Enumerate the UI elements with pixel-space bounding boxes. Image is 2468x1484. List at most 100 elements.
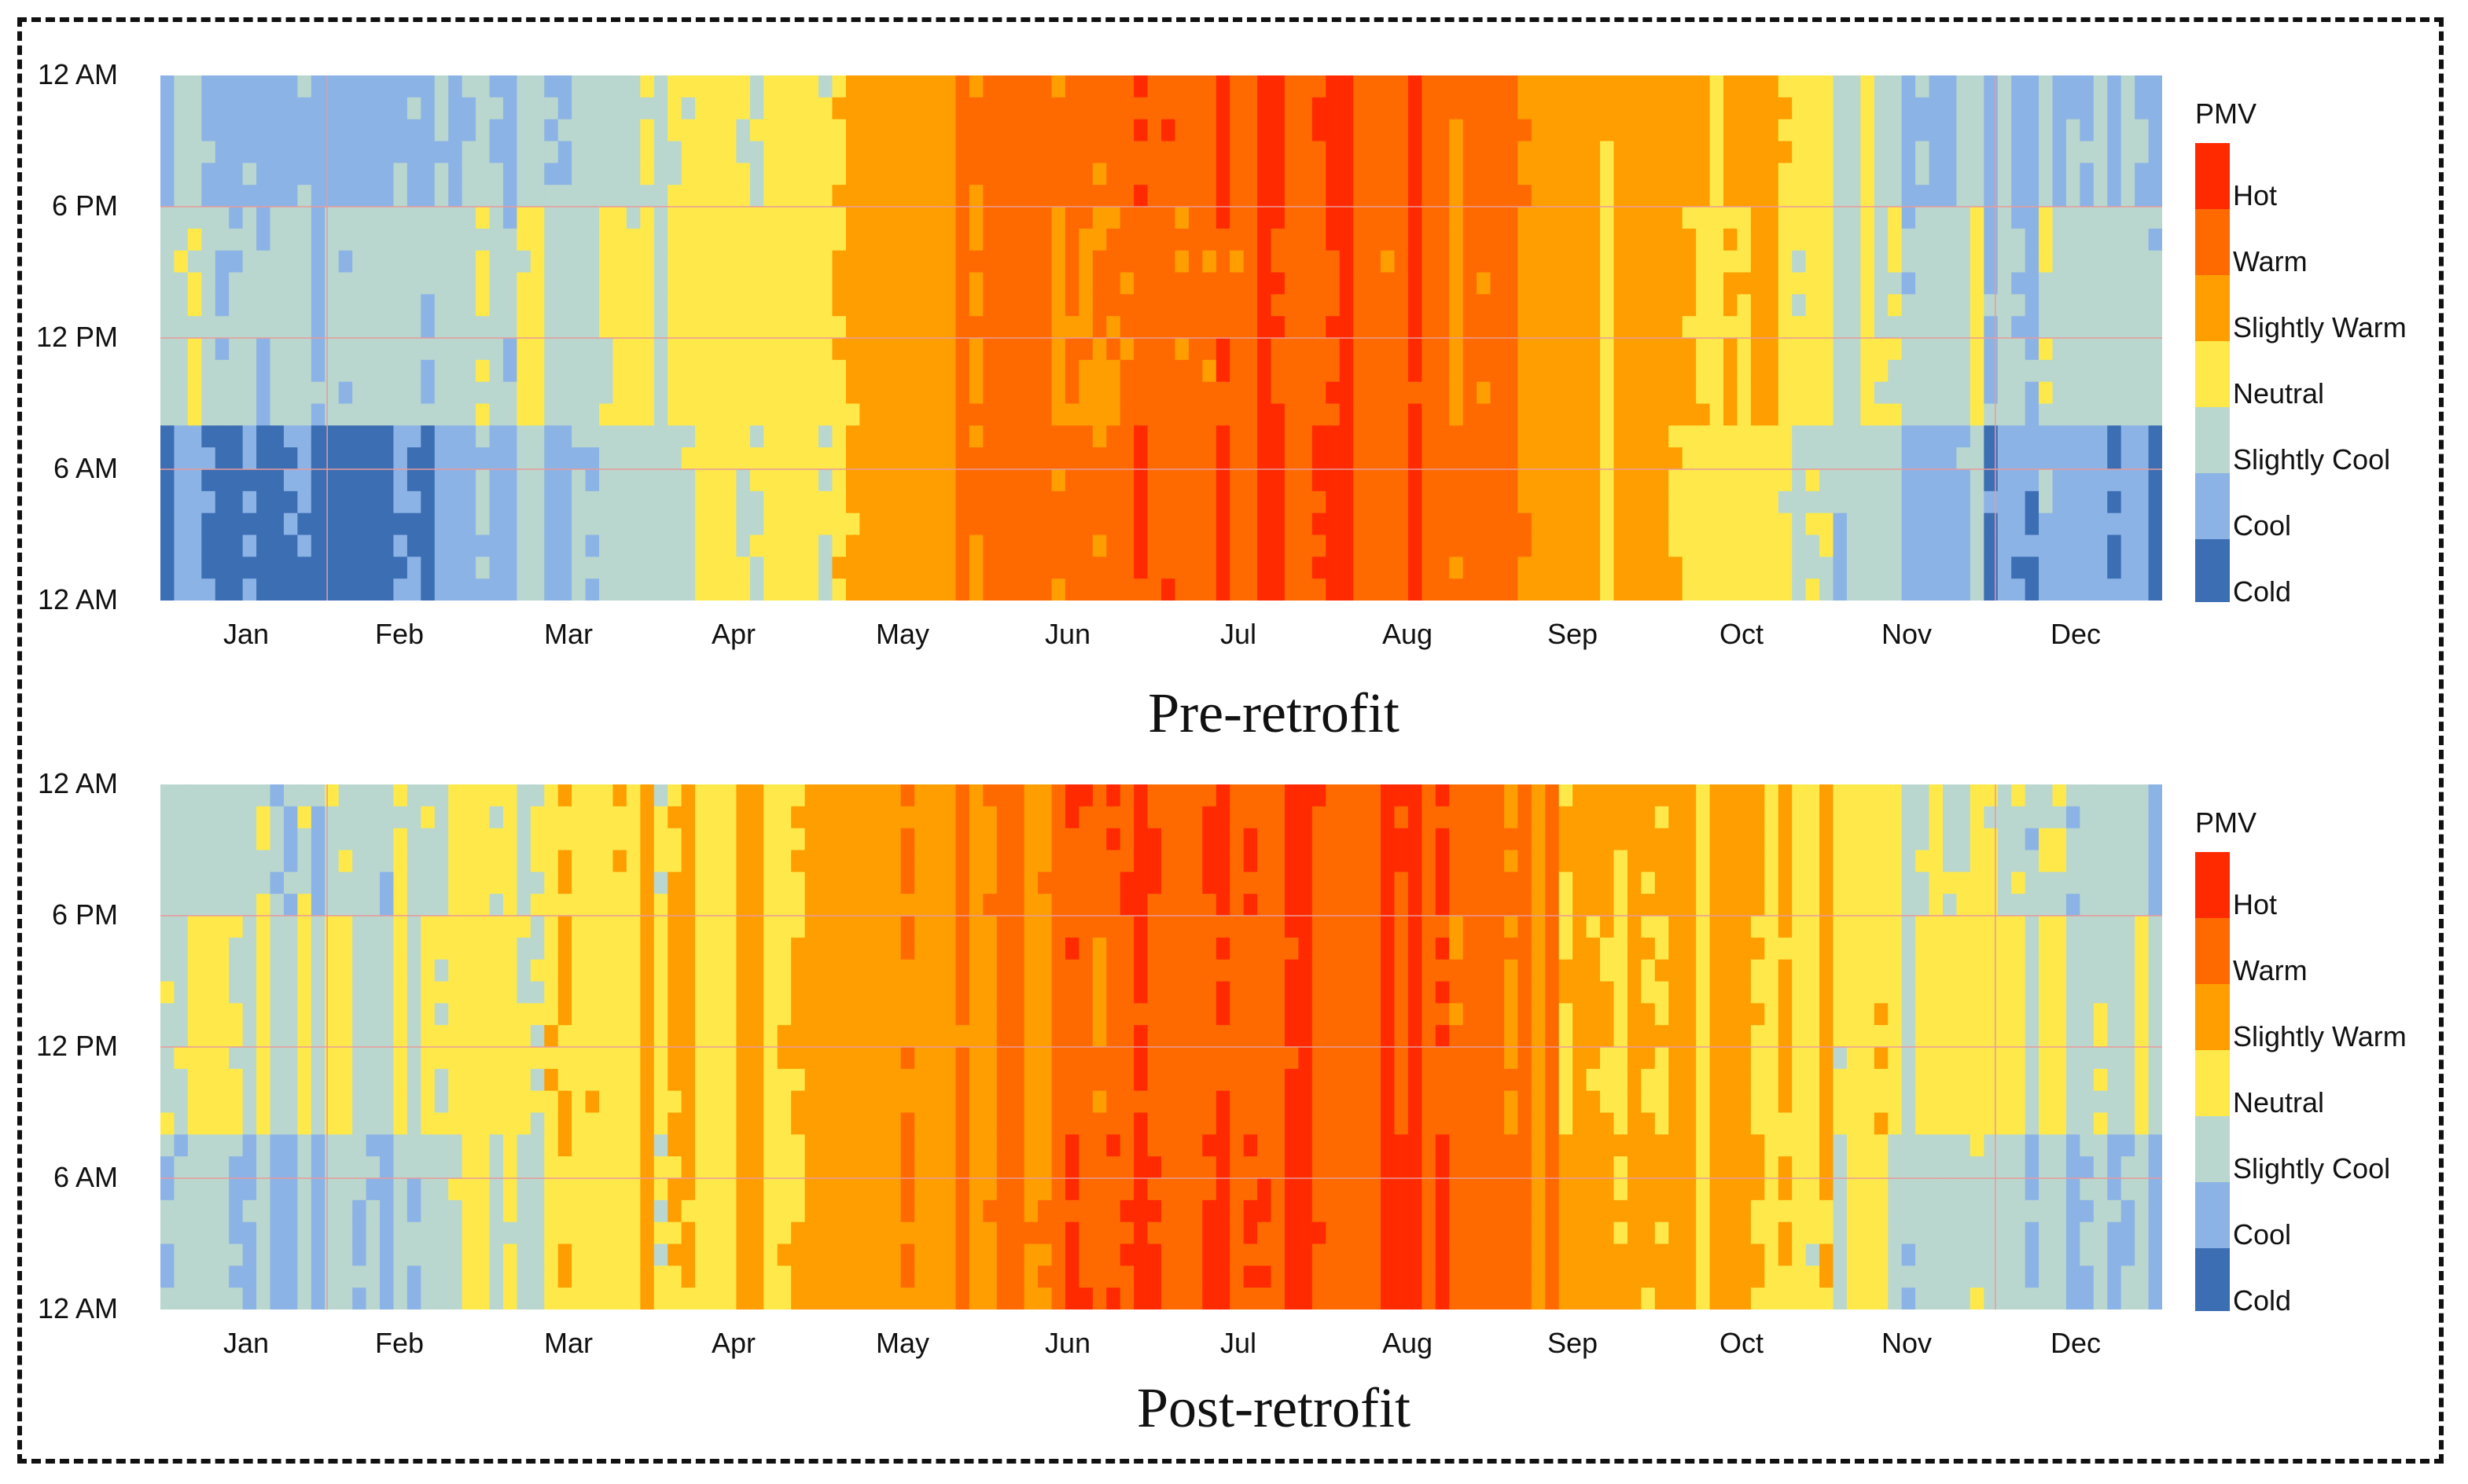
- heat-cell: [708, 784, 723, 807]
- heat-cell: [160, 1134, 175, 1157]
- heat-cell: [1477, 97, 1491, 120]
- heat-cell: [1092, 490, 1107, 514]
- heat-cell: [311, 1178, 326, 1201]
- heat-cell: [763, 1090, 778, 1114]
- heat-cell: [668, 1090, 682, 1114]
- heat-cell: [941, 512, 957, 536]
- heat-cell: [1737, 294, 1752, 317]
- heat-cell: [1750, 338, 1765, 361]
- heat-cell: [256, 469, 271, 492]
- heat-cell: [2120, 359, 2135, 383]
- heat-cell: [489, 425, 504, 448]
- heat-cell: [914, 272, 929, 295]
- heat-cell: [1901, 119, 1916, 142]
- heat-cell: [544, 250, 559, 274]
- heat-cell: [530, 185, 545, 208]
- heat-cell: [1161, 75, 1176, 98]
- heat-cell: [2025, 425, 2040, 448]
- heat-cell: [1641, 207, 1656, 230]
- heat-cell: [1997, 207, 2012, 230]
- heat-cell: [1230, 579, 1245, 601]
- heat-cell: [749, 141, 764, 163]
- heat-cell: [832, 1112, 847, 1135]
- heat-cell: [1394, 381, 1409, 405]
- heat-cell: [1860, 579, 1875, 601]
- heat-cell: [517, 425, 531, 448]
- heat-cell: [1449, 207, 1464, 230]
- heat-cell: [1545, 338, 1560, 361]
- heat-cell: [1024, 403, 1039, 426]
- heat-cell: [1654, 512, 1669, 536]
- heat-cell: [297, 579, 312, 601]
- heat-cell: [187, 894, 202, 916]
- heat-cell: [2120, 141, 2135, 163]
- heat-cell: [708, 272, 723, 295]
- heat-cell: [352, 1025, 367, 1048]
- heat-cell: [1682, 141, 1697, 163]
- heat-cell: [859, 806, 874, 829]
- heat-cell: [749, 294, 764, 317]
- heat-cell: [640, 556, 655, 579]
- heat-cell: [1202, 338, 1217, 361]
- heat-cell: [1503, 490, 1518, 514]
- heat-cell: [311, 556, 326, 579]
- heat-cell: [421, 425, 436, 448]
- heat-cell: [325, 316, 340, 339]
- heat-cell: [544, 75, 559, 98]
- heat-cell: [2065, 316, 2080, 339]
- heat-cell: [406, 784, 421, 807]
- heat-cell: [2011, 534, 2026, 557]
- heat-cell: [1407, 425, 1422, 448]
- heat-cell: [270, 937, 285, 961]
- heat-cell: [2148, 97, 2162, 120]
- heat-cell: [777, 250, 792, 274]
- heat-cell: [818, 1134, 833, 1157]
- heat-cell: [900, 359, 915, 383]
- heat-cell: [1010, 381, 1025, 405]
- heat-cell: [201, 1199, 216, 1223]
- heat-cell: [777, 1068, 792, 1092]
- heat-cell: [1326, 579, 1341, 601]
- heat-cell: [887, 1178, 902, 1201]
- heat-cell: [2065, 403, 2080, 426]
- heat-cell: [325, 447, 340, 470]
- heat-cell: [585, 1112, 600, 1135]
- heat-cell: [626, 1068, 641, 1092]
- heat-cell: [695, 534, 710, 557]
- heat-cell: [1613, 207, 1628, 230]
- heat-cell: [1311, 338, 1326, 361]
- heat-cell: [996, 207, 1011, 230]
- heat-cell: [1600, 338, 1615, 361]
- heat-cell: [2135, 425, 2150, 448]
- heat-cell: [406, 1265, 421, 1288]
- heat-cell: [174, 1287, 189, 1310]
- heat-cell: [1120, 119, 1135, 142]
- heat-cell: [845, 850, 860, 872]
- heat-cell: [626, 916, 641, 939]
- heat-cell: [1051, 425, 1066, 448]
- heat-cell: [557, 784, 572, 807]
- heat-cell: [421, 981, 436, 1004]
- heat-cell: [1572, 119, 1587, 142]
- heat-cell: [763, 250, 778, 274]
- heat-cell: [1572, 141, 1587, 163]
- heat-cell: [1243, 272, 1258, 295]
- heat-cell: [297, 1068, 312, 1092]
- heat-cell: [2080, 579, 2095, 601]
- heat-cell: [1737, 338, 1752, 361]
- heat-cell: [270, 894, 285, 916]
- heat-cell: [1381, 185, 1396, 208]
- heat-cell: [1394, 75, 1409, 98]
- heat-cell: [845, 338, 860, 361]
- heat-cell: [640, 250, 655, 274]
- heat-cell: [1901, 163, 1916, 186]
- heat-cell: [393, 338, 408, 361]
- heat-cell: [270, 850, 285, 872]
- heat-cell: [695, 556, 710, 579]
- heat-cell: [174, 937, 189, 961]
- heat-cell: [969, 916, 984, 939]
- heat-cell: [1956, 250, 1971, 274]
- heat-cell: [2080, 359, 2095, 383]
- heat-cell: [955, 512, 970, 536]
- heat-cell: [1558, 250, 1573, 274]
